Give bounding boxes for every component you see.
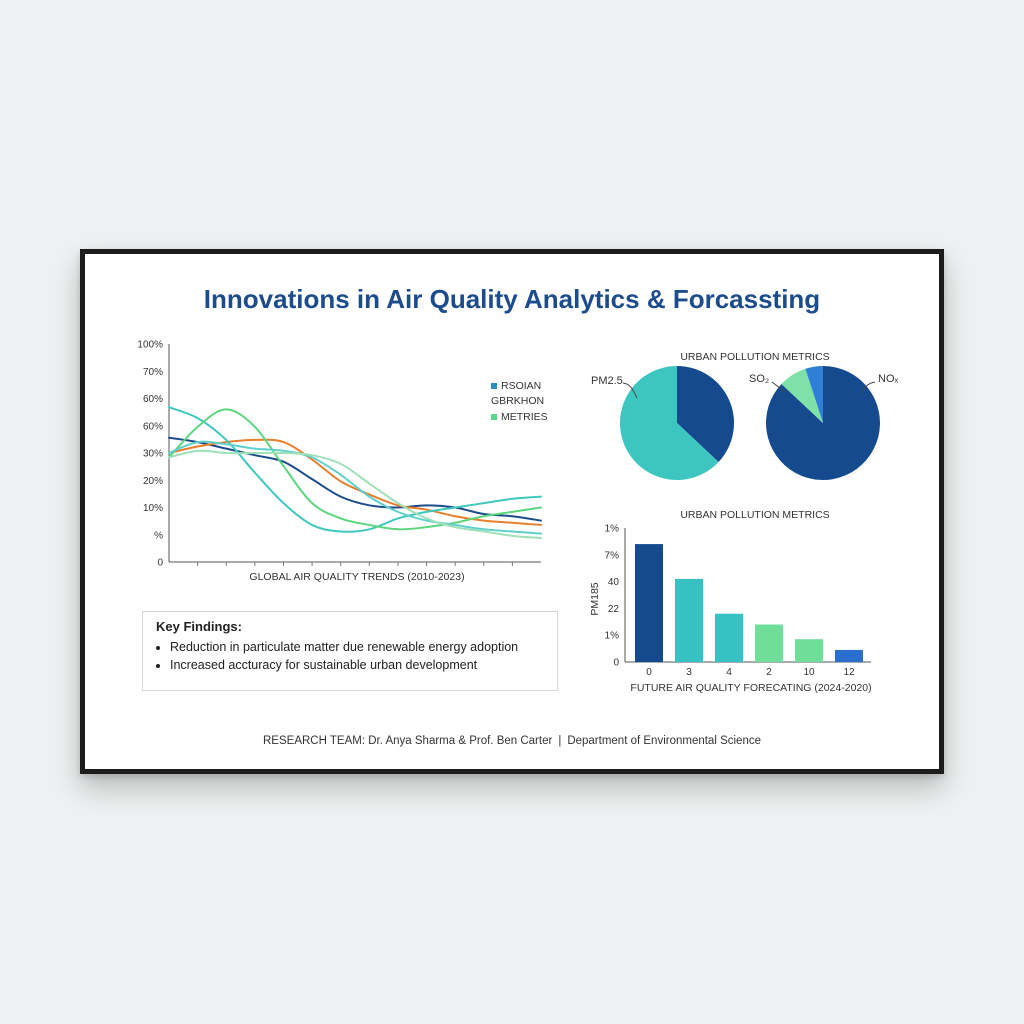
line-chart-series <box>168 406 542 540</box>
y-tick-label: % <box>154 530 163 541</box>
y-tick-label: 30% <box>143 449 163 460</box>
pie-left-label-leader <box>622 382 638 399</box>
legend-label-1: RSOIAN <box>501 380 541 392</box>
bar <box>715 613 743 662</box>
key-findings-title: Key Findings: <box>156 619 242 634</box>
key-findings-list: Reduction in particulate matter due rene… <box>156 640 544 672</box>
pie-right-label-nox: NOₓ <box>878 373 899 385</box>
y-tick-label: 22 <box>608 604 620 615</box>
pie-section-title: URBAN POLLUTION METRICS <box>680 351 829 363</box>
series-line <box>168 449 542 540</box>
line-chart-y-ticks: 100% 70% 60% 60% 30% 20% 10%% 0 <box>137 340 513 569</box>
pie-section: URBAN POLLUTION METRICS PM2.5 SO₂ NOₓ <box>591 351 899 480</box>
bar-chart-bars <box>635 544 863 662</box>
slide-title: Innovations in Air Quality Analytics & F… <box>203 284 821 314</box>
y-tick-label: 100% <box>137 340 163 351</box>
y-tick-label: 0 <box>157 558 163 569</box>
research-team: RESEARCH TEAM: Dr. Anya Sharma & Prof. B… <box>263 735 553 747</box>
key-finding-item: Increased accturacy for sustainable urba… <box>170 658 544 672</box>
pie-left-label: PM2.5 <box>591 375 623 387</box>
bar <box>635 544 663 662</box>
line-chart-legend: RSOIAN GBRKHON METRIES <box>491 380 548 423</box>
bar <box>835 649 863 662</box>
pie-slice <box>781 368 823 423</box>
legend-swatch-1 <box>491 383 497 389</box>
x-category-label: 10 <box>803 667 815 678</box>
footer-separator: | <box>558 735 562 747</box>
bar <box>675 578 703 662</box>
pie-chart-right <box>766 366 880 480</box>
key-finding-item: Reduction in particulate matter due rene… <box>170 640 544 654</box>
pie-right-so2-leader <box>771 381 786 393</box>
pie-right-nox-leader <box>861 381 876 394</box>
x-category-label: 12 <box>843 667 855 678</box>
y-tick-label: 7% <box>605 550 620 561</box>
x-category-label: 3 <box>686 667 692 678</box>
y-tick-label: 1% <box>605 524 620 535</box>
footer-credits: RESEARCH TEAM: Dr. Anya Sharma & Prof. B… <box>85 735 939 747</box>
series-line <box>168 440 542 535</box>
y-tick-label: 1% <box>605 631 620 642</box>
bar-chart-title: URBAN POLLUTION METRICS <box>680 509 829 521</box>
pie-slice <box>620 366 719 480</box>
legend-label-2: GBRKHON <box>491 395 544 407</box>
y-tick-label: 40 <box>608 577 620 588</box>
pie-chart-left <box>620 366 734 480</box>
bar <box>755 624 783 662</box>
y-tick-label: 10% <box>143 503 163 514</box>
pie-slice <box>677 366 734 463</box>
legend-swatch-3 <box>491 414 497 420</box>
pie-right-label-so2: SO₂ <box>749 373 769 385</box>
series-line <box>168 408 542 531</box>
y-tick-label: 60% <box>143 421 163 432</box>
x-category-label: 4 <box>726 667 732 678</box>
line-chart-x-label: GLOBAL AIR QUALITY TRENDS (2010-2023) <box>249 571 464 583</box>
y-tick-label: 60% <box>143 394 163 405</box>
series-line <box>168 436 542 522</box>
pie-slice <box>805 366 823 423</box>
key-findings-box: Key Findings: Reduction in particulate m… <box>142 611 558 691</box>
y-tick-label: 0 <box>613 658 619 669</box>
y-tick-label: 20% <box>143 476 163 487</box>
bar-chart-x-label: FUTURE AIR QUALITY FORECATING (2024-2020… <box>630 682 871 694</box>
bar-chart-y-label: PM185 <box>589 582 601 615</box>
x-category-label: 0 <box>646 667 652 678</box>
bar-chart: URBAN POLLUTION METRICS 1% 7% 40 22 1% 0 0 3 4 2… <box>589 509 872 694</box>
legend-label-3: METRIES <box>501 411 548 423</box>
bar-chart-y-ticks: 1% 7% 40 22 1% 0 <box>605 524 620 669</box>
x-category-label: 2 <box>766 667 772 678</box>
series-line <box>168 406 542 533</box>
bar-chart-categories: 0 3 4 2 10 12 <box>646 667 855 678</box>
bar <box>795 639 823 662</box>
department: Department of Environmental Science <box>567 735 761 747</box>
y-tick-label: 70% <box>143 367 163 378</box>
line-chart: 100% 70% 60% 60% 30% 20% 10%% 0 GLOBAL AIR QUAL… <box>137 340 548 584</box>
slide-frame: Innovations in Air Quality Analytics & F… <box>80 249 944 774</box>
